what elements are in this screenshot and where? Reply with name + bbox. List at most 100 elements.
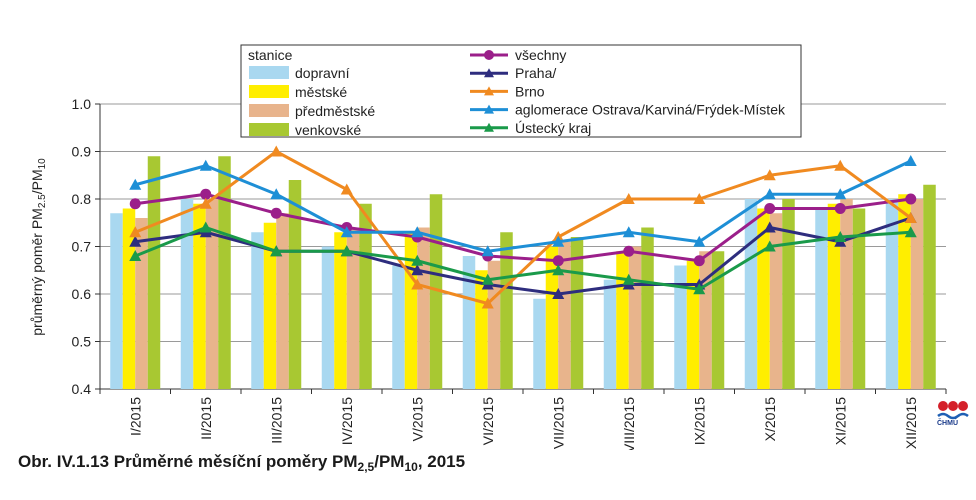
bar-2 — [616, 251, 629, 389]
bar-4 — [852, 208, 866, 389]
y-tick-label: 0.7 — [72, 239, 92, 255]
line-point — [834, 203, 846, 214]
legend-label: Ústecký kraj — [515, 120, 591, 136]
bar-4 — [711, 251, 725, 389]
line-point — [622, 226, 635, 238]
bar-1 — [462, 256, 476, 389]
x-tick-label: VI/2015 — [480, 397, 496, 445]
bar-3 — [205, 199, 219, 389]
legend-swatch — [249, 123, 289, 136]
bar-4 — [218, 156, 231, 389]
line-point — [411, 226, 424, 238]
line-point — [834, 188, 847, 200]
line-point — [199, 221, 212, 233]
line-point — [834, 159, 847, 171]
y-axis-label: průměrný poměr PM2.5/PM10 — [29, 158, 48, 336]
line-point — [129, 226, 142, 238]
x-tick-label: I/2015 — [127, 397, 143, 436]
bar-4 — [570, 237, 584, 389]
line-point — [905, 193, 917, 205]
y-tick-label: 0.9 — [72, 144, 92, 160]
x-tick-label: VIII/2015 — [621, 397, 637, 450]
bar-3 — [910, 199, 924, 389]
x-tick-label: XII/2015 — [903, 397, 919, 449]
bar-2 — [334, 232, 347, 389]
line-point — [481, 297, 494, 309]
bar-2 — [263, 222, 277, 389]
legend-marker — [484, 50, 494, 60]
bar-3 — [699, 251, 712, 389]
bar-1 — [110, 213, 123, 389]
legend-swatch — [249, 85, 289, 98]
bar-4 — [147, 156, 161, 389]
line-point — [904, 226, 917, 238]
line-point — [199, 197, 212, 209]
x-tick-label: X/2015 — [762, 397, 778, 442]
x-tick-label: VII/2015 — [550, 397, 566, 449]
bar-4 — [500, 232, 513, 389]
line-point — [764, 203, 776, 214]
legend-label: předměstské — [295, 103, 375, 119]
line-point — [622, 273, 635, 285]
y-axis-label-part: /PM — [29, 169, 45, 194]
x-tick-label: II/2015 — [198, 397, 214, 440]
line-point — [129, 178, 142, 190]
bar-3 — [276, 213, 289, 389]
line-point — [623, 245, 635, 257]
line-series-1 — [135, 192, 911, 263]
bar-1 — [251, 232, 264, 389]
line-point — [552, 288, 565, 299]
line-point — [129, 235, 142, 247]
line-point — [199, 159, 212, 171]
legend-marker — [484, 86, 494, 96]
line-point — [552, 235, 565, 247]
bar-3 — [558, 241, 571, 389]
legend-label: aglomerace Ostrava/Karviná/Frýdek-Místek — [515, 102, 786, 118]
legend-marker — [484, 122, 494, 132]
line-point — [129, 198, 141, 210]
bar-2 — [545, 246, 559, 389]
line-point — [270, 188, 283, 200]
legend-label: dopravní — [295, 65, 350, 81]
bar-1 — [603, 279, 617, 389]
line-point — [904, 155, 917, 166]
line-point — [834, 231, 847, 242]
line-point — [270, 207, 282, 219]
bar-2 — [404, 232, 418, 389]
line-series-5 — [134, 226, 911, 291]
bar-3 — [840, 199, 853, 389]
line-point — [763, 240, 776, 252]
line-point — [270, 245, 283, 257]
x-tick-label: IX/2015 — [691, 397, 707, 445]
line-point — [340, 245, 353, 257]
legend-label: Praha/ — [515, 65, 556, 81]
caption-prefix: Obr. IV.1.13 Průměrné měsíční poměry PM — [18, 452, 358, 471]
bar-3 — [417, 227, 430, 389]
bar-2 — [898, 194, 911, 389]
bar-4 — [641, 227, 654, 389]
x-tick-label: XI/2015 — [832, 397, 848, 445]
bar-1 — [674, 265, 687, 389]
caption-mid: /PM — [374, 452, 405, 471]
caption-sub1: 2,5 — [357, 460, 375, 474]
bar-2 — [827, 203, 841, 389]
line-point — [270, 145, 283, 157]
line-point — [693, 255, 705, 267]
y-axis-label-part: průměrný poměr PM — [29, 208, 45, 336]
chart: 0.4 0.5 0.6 0.7 0.8 0.9 1.0 průměrný poměr PM2.… — [29, 44, 947, 450]
x-tick-label: V/2015 — [409, 397, 425, 442]
x-tick-label: IV/2015 — [339, 397, 355, 445]
legend-marker — [484, 68, 494, 78]
bar-4 — [782, 199, 795, 389]
line-point — [411, 254, 424, 266]
line-point — [340, 183, 353, 195]
caption-suffix: , 2015 — [417, 452, 466, 471]
bar-1 — [815, 208, 828, 389]
bar-2 — [686, 260, 700, 389]
y-axis-label-part: 2.5 — [37, 194, 48, 208]
bar-3 — [769, 213, 783, 389]
line-point — [693, 283, 706, 295]
chmu-logo-text: ČHMÚ — [937, 420, 958, 427]
line-point — [904, 212, 917, 223]
